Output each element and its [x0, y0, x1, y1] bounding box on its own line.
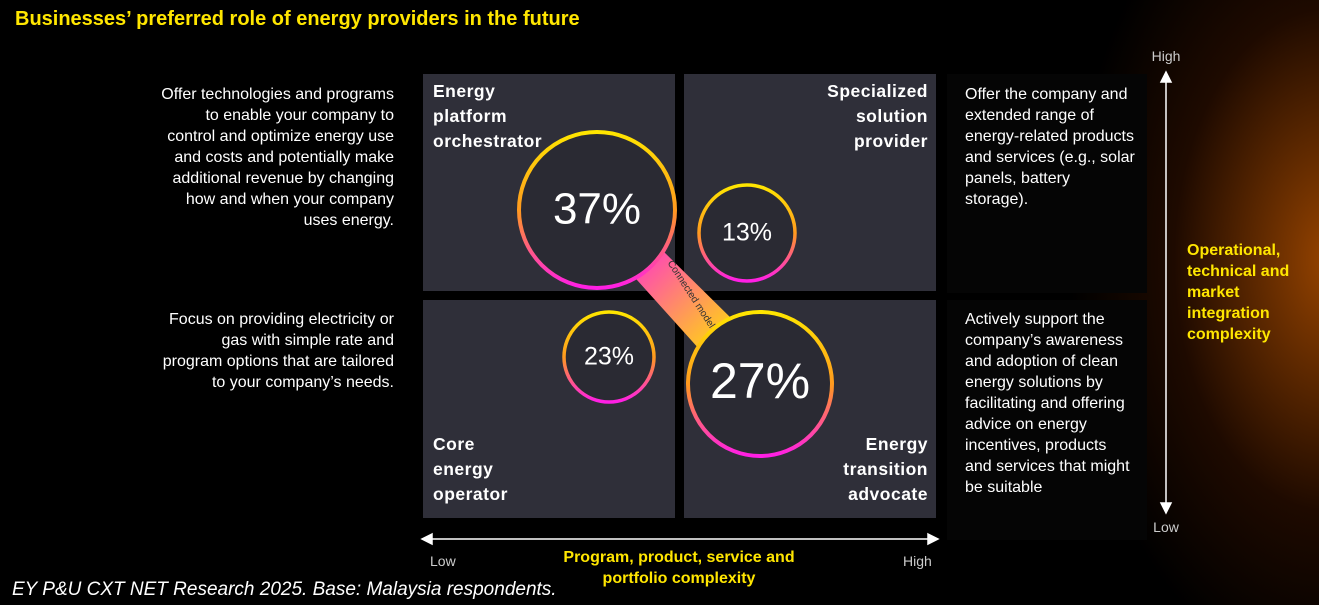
share-circle: [697, 183, 797, 283]
quadrant-label: Energy platform orchestrator: [433, 81, 543, 151]
x-axis-high: High: [903, 553, 932, 569]
description: Actively support the company’s awareness…: [965, 311, 1130, 496]
quadrant-label: Specialized solution provider: [827, 81, 928, 151]
description-box: [947, 300, 1147, 540]
y-axis-low: Low: [1153, 519, 1179, 535]
y-axis-label: Operational, technical and market integr…: [1187, 242, 1290, 343]
description: Offer the company and extended range of …: [965, 86, 1135, 208]
x-axis-arrow: [420, 532, 940, 546]
share-label: 37%: [553, 185, 641, 234]
description: Offer technologies and programs to enabl…: [161, 86, 394, 229]
description: Focus on providing electricity or gas wi…: [162, 311, 394, 391]
title: Businesses’ preferred role of energy pro…: [15, 8, 580, 30]
share-circle: [686, 310, 834, 458]
share-circle: [562, 310, 656, 404]
share-label: 13%: [722, 219, 772, 247]
connector: [628, 248, 735, 350]
share-circle: [517, 130, 677, 290]
y-axis-high: High: [1151, 48, 1181, 64]
description-box: [947, 74, 1147, 293]
share-label: 27%: [710, 353, 810, 409]
share-label: 23%: [584, 343, 634, 371]
quadrant-label: Core energy operator: [433, 434, 508, 504]
x-axis-label: Program, product, service and portfolio …: [563, 549, 795, 587]
x-axis-low: Low: [430, 553, 456, 569]
y-axis-arrow: [1159, 70, 1173, 515]
source: EY P&U CXT NET Research 2025. Base: Mala…: [12, 579, 557, 600]
quadrant-label: Energy transition advocate: [843, 434, 928, 504]
